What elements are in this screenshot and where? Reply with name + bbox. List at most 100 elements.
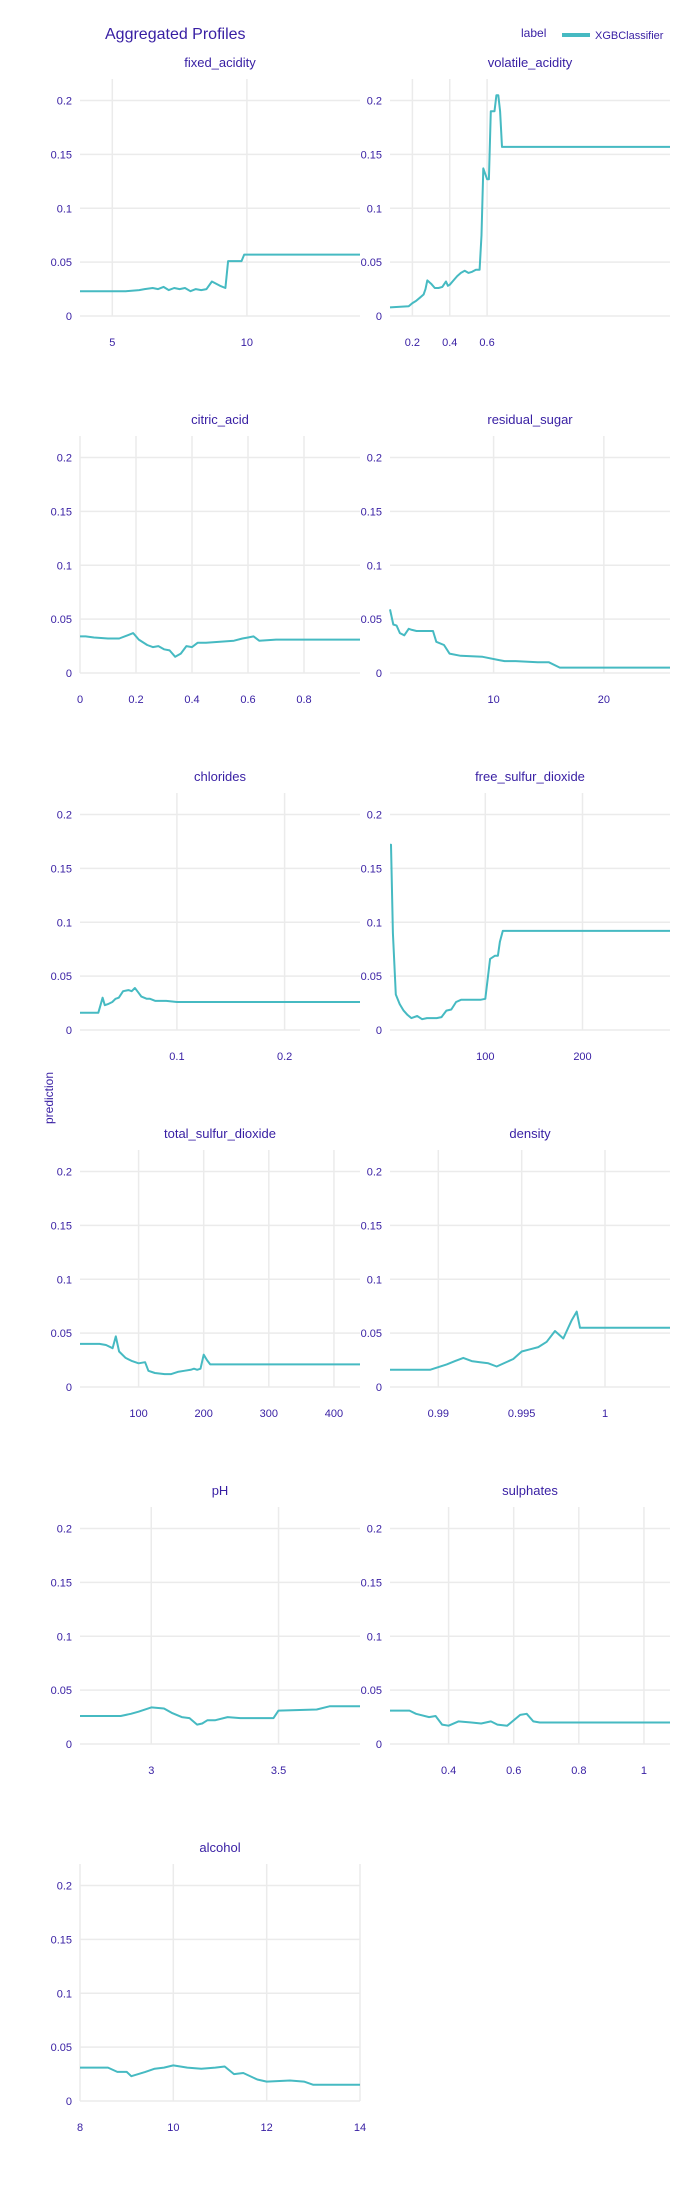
subplot-fixed-acidity: fixed_acidity 0 0.05 0.1 0.15 0.2 5 10 — [51, 55, 360, 349]
y-tick-label: 0.15 — [51, 149, 72, 161]
legend: label XGBClassifier — [521, 26, 664, 42]
y-tick-label: 0.2 — [367, 810, 382, 822]
subplot-volatile-acidity: volatile_acidity 0 0.05 0.1 0.15 0.2 0.2 0.4 0.6 — [361, 55, 670, 349]
x-tick-label: 0.8 — [571, 1765, 586, 1777]
chart-title: Aggregated Profiles — [105, 26, 246, 43]
subplot-free-sulfur-dioxide: free_sulfur_dioxide 0 0.05 0.1 0.15 0.2 100 200 — [361, 769, 670, 1063]
y-tick-label: 0.15 — [361, 506, 382, 518]
x-tick-label: 400 — [325, 1408, 343, 1420]
x-tick-label: 14 — [354, 2122, 366, 2134]
x-tick-label: 0.99 — [428, 1408, 449, 1420]
x-tick-label: 0.6 — [506, 1765, 521, 1777]
x-tick-label: 12 — [261, 2122, 273, 2134]
series-line-xgbclassifier-chlorides — [80, 987, 360, 1014]
y-tick-label: 0.15 — [51, 1220, 72, 1232]
y-tick-label: 0.1 — [367, 560, 382, 572]
y-tick-label: 0.2 — [57, 810, 72, 822]
y-tick-label: 0.05 — [51, 257, 72, 269]
x-tick-label: 0 — [77, 694, 83, 706]
subplot-title-residual-sugar: residual_sugar — [487, 412, 573, 427]
x-tick-label: 0.2 — [405, 337, 420, 349]
y-tick-label: 0.05 — [361, 1328, 382, 1340]
y-tick-label: 0.1 — [367, 1274, 382, 1286]
x-tick-label: 1 — [641, 1765, 647, 1777]
series-line-xgbclassifier-ph — [80, 1705, 360, 1726]
subplot-title-ph: pH — [212, 1483, 229, 1498]
x-tick-label: 0.8 — [296, 694, 311, 706]
y-tick-label: 0 — [66, 1739, 72, 1751]
x-tick-label: 10 — [167, 2122, 179, 2134]
subplot-title-sulphates: sulphates — [502, 1483, 558, 1498]
x-tick-label: 5 — [109, 337, 115, 349]
y-tick-label: 0 — [66, 2096, 72, 2108]
x-tick-label: 0.4 — [184, 694, 199, 706]
series-line-xgbclassifier-free-sulfur-dioxide — [390, 843, 670, 1021]
subplot-sulphates: sulphates 0 0.05 0.1 0.15 0.2 0.4 0.6 0.8 1 — [361, 1483, 670, 1777]
y-tick-label: 0.1 — [367, 917, 382, 929]
x-tick-label: 1 — [602, 1408, 608, 1420]
y-tick-label: 0 — [66, 311, 72, 323]
subplot-chlorides: chlorides 0 0.05 0.1 0.15 0.2 0.1 0.2 — [51, 769, 360, 1063]
y-tick-label: 0.2 — [367, 1524, 382, 1536]
y-tick-label: 0.2 — [57, 453, 72, 465]
y-tick-label: 0.1 — [57, 917, 72, 929]
x-tick-label: 200 — [573, 1051, 591, 1063]
y-tick-label: 0.2 — [57, 96, 72, 108]
subplot-title-density: density — [509, 1126, 551, 1141]
legend-label-xgbclassifier: XGBClassifier — [595, 30, 664, 42]
y-tick-label: 0.1 — [57, 560, 72, 572]
subplot-residual-sugar: residual_sugar 0 0.05 0.1 0.15 0.2 10 20 — [361, 412, 670, 706]
x-tick-label: 200 — [195, 1408, 213, 1420]
x-tick-label: 0.6 — [240, 694, 255, 706]
x-tick-label: 0.6 — [479, 337, 494, 349]
subplot-title-volatile-acidity: volatile_acidity — [488, 55, 573, 70]
subplot-title-alcohol: alcohol — [199, 1840, 240, 1855]
y-tick-label: 0.2 — [367, 1167, 382, 1179]
x-tick-label: 10 — [241, 337, 253, 349]
y-tick-label: 0.05 — [361, 257, 382, 269]
x-tick-label: 3 — [148, 1765, 154, 1777]
y-tick-label: 0.05 — [51, 2042, 72, 2054]
subplot-title-total-sulfur-dioxide: total_sulfur_dioxide — [164, 1126, 276, 1141]
x-tick-label: 10 — [487, 694, 499, 706]
y-tick-label: 0.1 — [57, 1988, 72, 2000]
y-tick-label: 0.15 — [361, 863, 382, 875]
subplot-alcohol: alcohol 0 0.05 0.1 0.15 0.2 8 10 12 14 — [51, 1840, 367, 2134]
series-line-xgbclassifier-sulphates — [390, 1709, 670, 1727]
y-tick-label: 0.2 — [367, 96, 382, 108]
x-tick-label: 300 — [260, 1408, 278, 1420]
x-tick-label: 0.2 — [128, 694, 143, 706]
y-tick-label: 0.05 — [51, 1328, 72, 1340]
subplot-total-sulfur-dioxide: total_sulfur_dioxide 0 0.05 0.1 0.15 0.2 100 20… — [51, 1126, 360, 1420]
y-tick-label: 0 — [376, 311, 382, 323]
series-line-xgbclassifier-citric-acid — [80, 632, 360, 658]
y-tick-label: 0 — [376, 668, 382, 680]
x-tick-label: 0.1 — [169, 1051, 184, 1063]
x-tick-label: 100 — [129, 1408, 147, 1420]
y-tick-label: 0.05 — [361, 614, 382, 626]
series-line-xgbclassifier-alcohol — [80, 2064, 360, 2086]
subplot-citric-acid: citric_acid 0 0.05 0.1 0.15 0.2 0 0.2 0.4 0.6 0.8 — [51, 412, 360, 706]
y-tick-label: 0.1 — [57, 203, 72, 215]
subplot-density: density 0 0.05 0.1 0.15 0.2 0.99 0.995 1 — [361, 1126, 670, 1420]
y-tick-label: 0.05 — [51, 1685, 72, 1697]
series-line-xgbclassifier-residual-sugar — [389, 609, 670, 669]
y-tick-label: 0.15 — [51, 863, 72, 875]
y-tick-label: 0 — [376, 1382, 382, 1394]
y-tick-label: 0.05 — [51, 971, 72, 983]
y-tick-label: 0.2 — [57, 1167, 72, 1179]
y-tick-label: 0.15 — [361, 1220, 382, 1232]
x-tick-label: 0.995 — [508, 1408, 536, 1420]
y-tick-label: 0.2 — [57, 1881, 72, 1893]
y-tick-label: 0.2 — [57, 1524, 72, 1536]
subplot-title-chlorides: chlorides — [194, 769, 247, 784]
series-line-xgbclassifier-total-sulfur-dioxide — [80, 1335, 360, 1376]
y-tick-label: 0.2 — [367, 453, 382, 465]
y-tick-label: 0.15 — [51, 506, 72, 518]
y-tick-label: 0 — [66, 668, 72, 680]
x-tick-label: 0.2 — [277, 1051, 292, 1063]
y-tick-label: 0.05 — [361, 971, 382, 983]
y-tick-label: 0 — [66, 1025, 72, 1037]
